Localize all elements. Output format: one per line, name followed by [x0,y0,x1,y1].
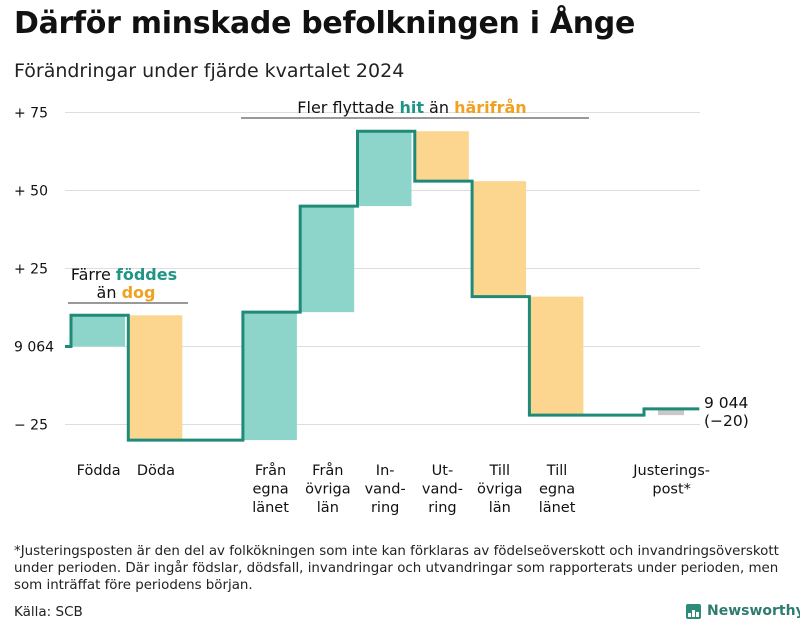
y-tick-label: + 50 [14,184,48,200]
category-label-fran_egna: länet [252,500,289,516]
chart-title: Därför minskade befolkningen i Ånge [14,6,636,41]
end-value-label: 9 044 [704,394,748,412]
category-label-invandring: vand- [365,482,406,498]
source-label: Källa: SCB [14,604,83,620]
category-label-invandring: ring [371,500,399,516]
category-label-invandring: In- [376,463,395,479]
migration-annotation: Fler flyttade hit än härifrån [297,98,526,117]
category-label-utvandring: Ut- [432,463,454,479]
category-label-till_egna: Till [546,463,568,479]
y-tick-label: 9 064 [14,340,54,356]
bar-till_egna [529,296,584,416]
y-tick-label: − 25 [14,418,48,434]
brand-name: Newsworthy [707,603,800,619]
category-label-fodda: Födda [77,463,121,479]
step-line [65,129,700,442]
bar-justering [658,408,684,416]
bar-utvandring [414,131,469,182]
waterfall-chart: + 75 + 50 + 25 9 064 − 25 Födda Döda Från egna lä… [14,98,749,516]
bar-chart-icon [686,603,701,619]
births-annotation-line2: än dog [97,283,156,302]
category-label-justering: Justerings- [632,463,710,479]
bar-invandring [357,131,412,207]
bar-fodda [71,315,125,347]
category-label-till_egna: länet [539,500,576,516]
bar-doda [128,315,183,441]
category-label-utvandring: ring [428,500,456,516]
category-label-fran_ovriga: län [317,500,339,516]
bar-fran_ovriga [300,206,355,313]
footnote: *Justeringsposten är den del av folkökni… [14,544,779,593]
category-label-fran_ovriga: övriga [305,482,351,498]
category-label-fran_ovriga: Från [312,462,343,479]
births-annotation-line1: Färre föddes [71,265,177,284]
brand-logo: Newsworthy [686,603,800,619]
category-label-till_ovriga: Till [489,463,511,479]
bar-till_ovriga [472,181,527,297]
end-change-label: (−20) [704,412,749,430]
category-label-fran_egna: Från [255,462,286,479]
category-label-till_egna: egna [539,482,575,498]
category-label-doda: Döda [137,463,175,479]
category-label-till_ovriga: län [489,500,511,516]
category-label-fran_egna: egna [252,482,288,498]
y-tick-label: + 75 [14,106,48,122]
chart-subtitle: Förändringar under fjärde kvartalet 2024 [14,60,405,82]
category-label-till_ovriga: övriga [477,482,523,498]
bar-fran_egna [242,312,297,441]
category-label-utvandring: vand- [422,482,463,498]
category-label-justering: post* [652,482,691,498]
y-tick-label: + 25 [14,262,48,278]
